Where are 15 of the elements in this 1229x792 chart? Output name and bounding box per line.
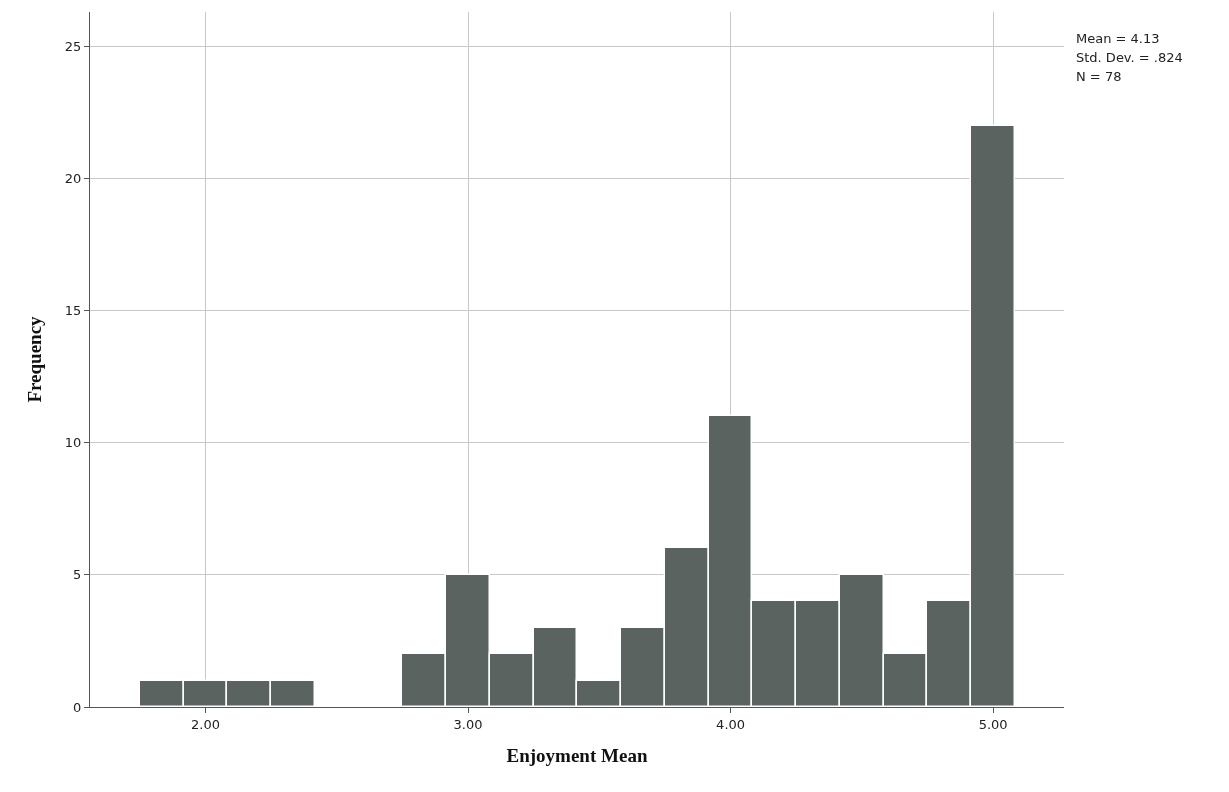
y-axis-title: Frequency xyxy=(23,315,45,403)
text: Mean = 4.13 xyxy=(1076,31,1160,46)
x-tick-label: 2.00 xyxy=(191,716,220,732)
text: Std. Dev. = .824 xyxy=(1076,50,1183,65)
y-tick-label: 5 xyxy=(73,567,82,583)
y-tick-label: 20 xyxy=(64,171,82,187)
x-tick-label: 5.00 xyxy=(978,716,1008,732)
y-tick-label: 0 xyxy=(73,699,82,715)
y-tick-label: 25 xyxy=(64,38,82,54)
x-axis-title: Enjoyment Mean xyxy=(506,745,648,767)
x-tick-label: 3.00 xyxy=(453,716,483,732)
y-tick-label: 15 xyxy=(64,303,82,319)
text: N = 78 xyxy=(1076,69,1122,84)
x-tick-label: 4.00 xyxy=(716,716,746,732)
y-tick-label: 10 xyxy=(64,435,82,451)
